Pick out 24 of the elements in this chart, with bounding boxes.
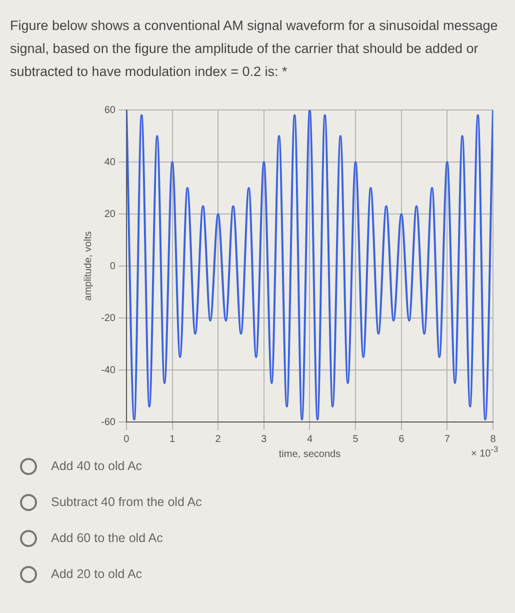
y-tick-label: 60 xyxy=(104,104,116,116)
x-tick-label: 7 xyxy=(444,434,450,445)
text: × 10$^{-3}$ xyxy=(471,444,498,460)
y-tick-label: -20 xyxy=(101,312,116,324)
x-tick-label: 8 xyxy=(490,434,496,445)
text: Add 20 to old Ac xyxy=(51,567,142,581)
x-axis-title: time, seconds xyxy=(278,448,341,460)
y-tick-label: 20 xyxy=(104,208,116,220)
text: Subtract 40 from the old Ac xyxy=(51,495,202,509)
y-axis-title: amplitude, volts xyxy=(82,231,94,301)
x-tick-label: 0 xyxy=(124,434,130,445)
x-tick-label: 1 xyxy=(169,434,176,445)
text: Add 40 to old Ac xyxy=(51,459,142,473)
x-tick-label: 6 xyxy=(398,434,405,445)
text: Add 60 to the old Ac xyxy=(51,531,163,545)
x-tick-label: 2 xyxy=(215,434,222,445)
x-tick-label: 4 xyxy=(306,434,313,445)
y-tick-label: 0 xyxy=(110,260,116,272)
y-tick-label: -40 xyxy=(101,364,116,376)
x-tick-label: 3 xyxy=(261,434,268,445)
y-tick-label: 40 xyxy=(104,156,116,168)
chart-title: Figure below shows a conventional AM signal waveform for a sinusoidal message signal, based on the figure the amplitude of the carrier that should be added or subtracted to have modulation index = 0.2 is: * xyxy=(10,17,499,81)
y-tick-label: -60 xyxy=(101,416,116,428)
x-tick-label: 5 xyxy=(352,434,359,445)
